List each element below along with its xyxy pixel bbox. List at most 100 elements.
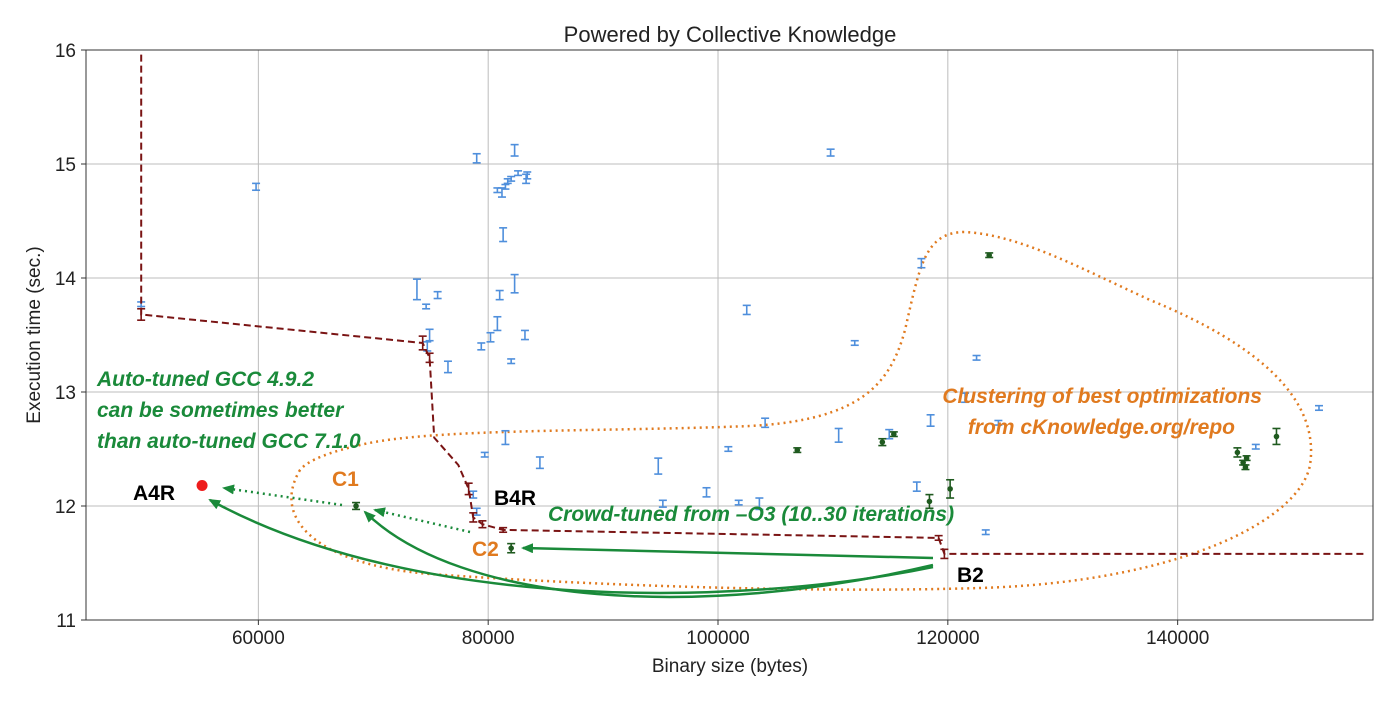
blue-point — [761, 417, 770, 429]
blue-point — [486, 331, 495, 343]
y-tick-label: 13 — [55, 383, 76, 404]
x-tick-label: 80000 — [462, 628, 515, 649]
blue-point — [433, 290, 442, 300]
blue-point — [658, 499, 667, 508]
arrows — [208, 484, 934, 599]
clustering-note-line1: Clustering of best optimizations — [942, 385, 1262, 408]
frontier-point — [418, 335, 427, 351]
dark-green-point — [1272, 427, 1281, 446]
blue-point — [510, 143, 519, 157]
blue-point — [961, 392, 970, 404]
blue-point — [654, 457, 663, 475]
blue-point — [724, 445, 733, 453]
dark-green-points-series — [352, 252, 1281, 554]
label-a4r: A4R — [133, 482, 175, 505]
y-tick-label: 12 — [55, 497, 76, 518]
dark-green-point — [1242, 455, 1251, 462]
x-tick-label: 120000 — [916, 628, 979, 649]
frontier-point — [499, 526, 508, 534]
blue-point — [994, 419, 1003, 426]
x-axis-label: Binary size (bytes) — [652, 656, 808, 677]
blue-point — [523, 171, 532, 180]
pareto-frontier-line — [140, 54, 1365, 555]
blue-point — [520, 329, 529, 341]
blue-point — [507, 358, 516, 365]
x-axis-ticks: 60000 80000 100000 120000 140000 — [232, 620, 1209, 649]
blue-point — [495, 289, 504, 301]
blue-point — [493, 315, 502, 332]
y-axis-ticks: 11 12 13 14 15 16 — [55, 41, 86, 632]
blue-point — [477, 342, 486, 351]
blue-point — [480, 451, 489, 458]
x-tick-label: 140000 — [1146, 628, 1209, 649]
blue-point — [1314, 404, 1323, 412]
clustering-note-line2: from cKnowledge.org/repo — [968, 416, 1235, 439]
blue-point — [885, 428, 894, 440]
blue-point — [443, 360, 452, 374]
dark-green-point — [352, 501, 361, 511]
auto-tuned-note-line1: Auto-tuned GCC 4.9.2 — [96, 368, 314, 391]
blue-point — [510, 273, 519, 294]
blue-point — [412, 278, 421, 301]
arrow-c2-to-c1 — [373, 507, 471, 534]
blue-point — [834, 427, 843, 443]
x-tick-label: 60000 — [232, 628, 285, 649]
blue-point — [514, 170, 523, 177]
blue-point — [926, 413, 935, 428]
dark-green-point — [878, 437, 887, 447]
blue-point — [981, 529, 990, 536]
dark-green-point — [925, 493, 934, 510]
blue-point — [472, 152, 481, 164]
blue-point — [742, 304, 751, 316]
frontier-point — [478, 520, 487, 529]
dark-green-point — [1233, 447, 1242, 458]
arrow-c1-to-a4r — [222, 484, 343, 507]
y-tick-label: 15 — [55, 155, 76, 176]
dark-green-point — [507, 542, 516, 554]
label-b4r: B4R — [494, 487, 536, 510]
blue-point — [912, 481, 921, 492]
dark-green-point — [793, 447, 802, 454]
frontier-point — [137, 307, 146, 321]
dark-green-point — [889, 431, 898, 438]
blue-point — [252, 182, 261, 192]
blue-point — [499, 227, 508, 243]
blue-point — [425, 328, 434, 342]
blue-points-series — [137, 143, 1323, 536]
y-tick-label: 11 — [56, 611, 76, 632]
y-tick-label: 16 — [55, 41, 76, 62]
red-point-marker — [196, 479, 208, 491]
frontier-point — [940, 548, 949, 560]
label-c1: C1 — [332, 468, 359, 491]
blue-point — [734, 499, 743, 506]
blue-point — [972, 354, 981, 361]
blue-point — [422, 303, 431, 310]
blue-point — [755, 497, 764, 511]
plot-frame — [85, 49, 1374, 621]
frontier-point — [464, 482, 473, 496]
crowd-tuned-note: Crowd-tuned from –O3 (10..30 iterations) — [548, 503, 954, 526]
blue-point — [917, 257, 926, 269]
blue-point — [501, 429, 510, 446]
blue-point — [702, 486, 711, 498]
frontier-point — [469, 512, 478, 523]
y-tick-label: 14 — [55, 269, 77, 290]
dark-green-point — [985, 252, 994, 259]
arrow-b2-to-a4r — [208, 498, 934, 595]
dark-green-point — [1241, 464, 1250, 471]
x-tick-label: 100000 — [686, 628, 749, 649]
frontier-points-series — [137, 307, 949, 560]
y-axis-label: Execution time (sec.) — [24, 246, 45, 423]
blue-point — [507, 175, 516, 182]
blue-point — [522, 173, 531, 185]
label-b2: B2 — [957, 564, 984, 587]
blue-point — [501, 183, 510, 190]
frontier-point — [425, 352, 434, 364]
blue-point — [535, 456, 544, 470]
blue-point — [850, 339, 859, 347]
blue-point — [1251, 443, 1260, 450]
chart-title: Powered by Collective Knowledge — [564, 22, 897, 47]
blue-point — [826, 148, 835, 157]
auto-tuned-note-line3: than auto-tuned GCC 7.1.0 — [97, 430, 361, 453]
